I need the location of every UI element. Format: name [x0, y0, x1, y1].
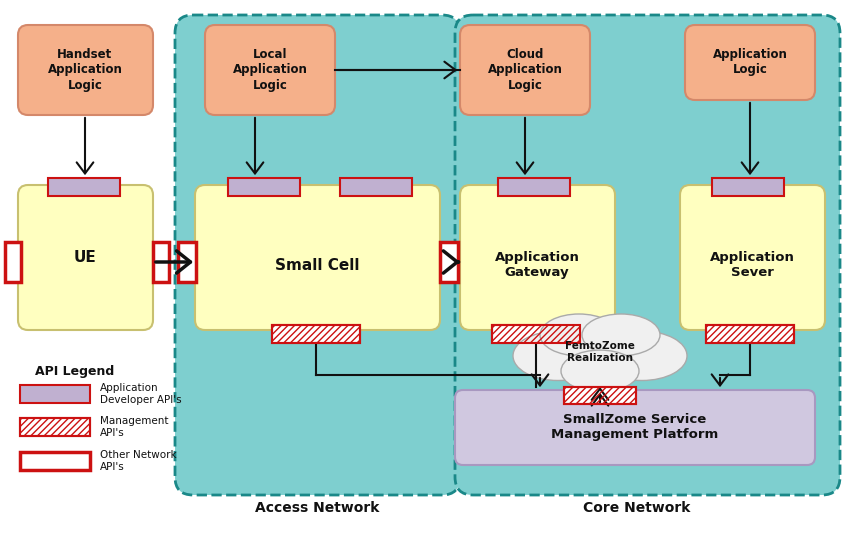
Bar [439, 242, 457, 282]
Bar [20, 418, 90, 436]
FancyBboxPatch shape [455, 390, 814, 465]
Text: FemtoZome
Realization: FemtoZome Realization [565, 341, 634, 363]
FancyBboxPatch shape [684, 25, 814, 100]
Bar [563, 387, 635, 404]
Bar [20, 452, 90, 470]
Ellipse shape [533, 320, 665, 384]
FancyBboxPatch shape [455, 15, 839, 495]
Bar [20, 418, 90, 436]
Text: Application
Logic: Application Logic [711, 48, 786, 76]
FancyBboxPatch shape [679, 185, 824, 330]
Ellipse shape [539, 314, 618, 356]
FancyBboxPatch shape [175, 15, 460, 495]
Text: Management
API's: Management API's [100, 416, 168, 438]
Bar [705, 325, 793, 343]
Bar [491, 325, 579, 343]
Bar [177, 242, 196, 282]
Bar [563, 387, 635, 404]
FancyBboxPatch shape [460, 185, 614, 330]
Bar [5, 242, 21, 282]
Bar [272, 325, 360, 343]
FancyBboxPatch shape [18, 185, 153, 330]
FancyBboxPatch shape [194, 185, 439, 330]
FancyBboxPatch shape [205, 25, 334, 115]
Ellipse shape [596, 331, 686, 380]
Bar [491, 325, 579, 343]
Text: Handset
Application
Logic: Handset Application Logic [48, 49, 122, 92]
Text: Small Cell: Small Cell [275, 257, 359, 273]
Bar [153, 242, 169, 282]
FancyBboxPatch shape [460, 25, 589, 115]
Text: API Legend: API Legend [35, 365, 114, 378]
Ellipse shape [560, 350, 638, 392]
Text: SmallZome Service
Management Platform: SmallZome Service Management Platform [551, 413, 717, 441]
Text: Access Network: Access Network [254, 501, 379, 515]
Text: Application
Gateway: Application Gateway [494, 251, 578, 279]
Bar [711, 178, 783, 196]
Text: Application
Sever: Application Sever [709, 251, 793, 279]
Text: Cloud
Application
Logic: Cloud Application Logic [487, 49, 562, 92]
Bar [339, 178, 411, 196]
FancyBboxPatch shape [18, 25, 153, 115]
Text: Core Network: Core Network [583, 501, 690, 515]
Bar [497, 178, 569, 196]
Bar [228, 178, 299, 196]
Text: UE: UE [73, 250, 96, 264]
Ellipse shape [513, 331, 602, 380]
Bar [48, 178, 120, 196]
Text: Local
Application
Logic: Local Application Logic [232, 49, 307, 92]
Ellipse shape [581, 314, 659, 356]
Bar [20, 385, 90, 403]
Bar [272, 325, 360, 343]
Text: Application
Developer API's: Application Developer API's [100, 383, 182, 405]
Bar [705, 325, 793, 343]
Text: Other Network
API's: Other Network API's [100, 450, 177, 472]
